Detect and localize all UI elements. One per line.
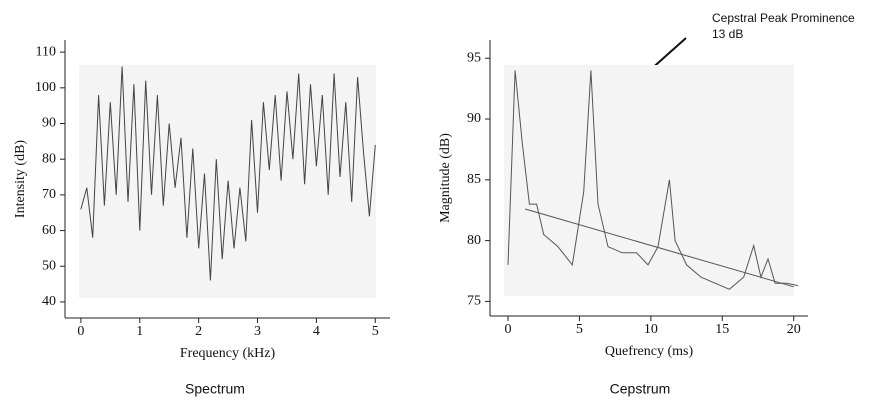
x-axis-label: Quefrency (ms) [605, 344, 694, 359]
y-tick-label: 90 [467, 111, 481, 126]
y-tick-label: 95 [467, 50, 481, 65]
x-tick-label: 0 [505, 322, 512, 337]
y-tick-label: 50 [42, 258, 56, 273]
y-tick-label: 80 [42, 151, 56, 166]
x-tick-label: 4 [313, 324, 320, 339]
caption: Cepstrum [610, 381, 671, 397]
y-axis-label: Magnitude (dB) [438, 133, 453, 223]
x-tick-label: 15 [715, 322, 729, 337]
x-tick-label: 5 [576, 322, 583, 337]
x-axis-label: Frequency (kHz) [180, 346, 276, 361]
y-tick-label: 60 [42, 223, 56, 238]
annotation: Cepstral Peak Prominence [712, 11, 855, 25]
plot-shade [79, 65, 376, 298]
x-tick-label: 0 [77, 324, 84, 339]
x-tick-label: 5 [372, 324, 379, 339]
y-tick-label: 90 [42, 116, 56, 131]
y-tick-label: 70 [42, 187, 56, 202]
y-tick-label: 85 [467, 172, 481, 187]
y-tick-label: 40 [42, 294, 56, 309]
x-tick-label: 3 [254, 324, 261, 339]
caption: Spectrum [185, 381, 245, 397]
data-line [80, 66, 376, 281]
y-tick-label: 75 [467, 294, 481, 309]
data-line [507, 70, 799, 290]
x-tick-label: 10 [644, 322, 658, 337]
y-tick-label: 100 [35, 80, 56, 95]
annotation: 13 dB [712, 27, 743, 41]
data-line [524, 208, 794, 288]
x-tick-label: 2 [195, 324, 202, 339]
y-tick-label: 80 [467, 233, 481, 248]
x-tick-label: 20 [787, 322, 801, 337]
y-tick-label: 110 [36, 44, 56, 59]
x-tick-label: 1 [136, 324, 143, 339]
plot-shade [504, 65, 794, 296]
y-axis-label: Intensity (dB) [13, 140, 28, 218]
